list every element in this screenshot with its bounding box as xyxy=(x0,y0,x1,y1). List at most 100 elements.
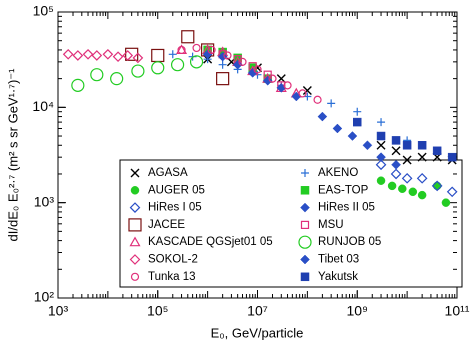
marker-diamond xyxy=(347,131,358,141)
marker-x xyxy=(130,168,140,178)
marker-circle xyxy=(417,190,427,200)
marker-circle xyxy=(170,58,185,72)
marker-x xyxy=(376,140,386,150)
legend-label: Tunka 13 xyxy=(148,271,196,283)
marker-circle xyxy=(131,64,145,78)
marker-diamond xyxy=(122,50,134,61)
marker-diamond xyxy=(82,48,94,60)
marker-circle xyxy=(432,181,442,191)
marker-circle xyxy=(71,78,85,92)
marker-square xyxy=(181,30,195,44)
marker-diamond xyxy=(391,159,401,170)
legend-label: SOKOL-2 xyxy=(148,254,198,266)
marker-triangle xyxy=(129,236,141,247)
marker-x xyxy=(391,146,401,156)
marker-circle xyxy=(376,176,386,185)
marker-square xyxy=(151,48,165,63)
legend-label: JACEE xyxy=(148,219,185,231)
marker-circle xyxy=(298,89,307,98)
marker-square xyxy=(432,146,442,156)
marker-circle xyxy=(441,198,451,207)
marker-square xyxy=(391,136,401,145)
x-axis-label: E₀, GeV/particle xyxy=(211,325,304,340)
marker-diamond xyxy=(247,67,258,78)
marker-square xyxy=(402,141,412,150)
marker-diamond xyxy=(446,186,458,198)
marker-circle xyxy=(253,65,262,74)
legend-label: AKENO xyxy=(318,167,358,179)
marker-circle xyxy=(130,186,140,195)
marker-diamond xyxy=(129,202,141,213)
legend-label: HiRes II 05 xyxy=(318,202,375,214)
marker-square xyxy=(447,152,457,162)
marker-square xyxy=(300,272,310,282)
legend-label: KASCADE QGSjet01 05 xyxy=(148,236,273,248)
y-tick-label: 10² xyxy=(34,289,55,305)
marker-circle xyxy=(130,272,140,281)
marker-diamond xyxy=(401,172,413,184)
marker-diamond xyxy=(362,140,373,151)
marker-diamond xyxy=(390,168,402,180)
marker-circle xyxy=(207,45,216,55)
marker-plus xyxy=(301,169,309,177)
marker-circle xyxy=(408,187,418,197)
y-tick-label: 10⁵ xyxy=(33,3,54,19)
marker-plus xyxy=(327,99,336,108)
marker-square xyxy=(300,220,310,229)
marker-diamond xyxy=(72,50,84,61)
x-tick-label: 10⁷ xyxy=(247,303,268,319)
legend-label: AGASA xyxy=(148,167,188,179)
marker-diamond xyxy=(62,48,74,60)
legend-label: HiRes I 05 xyxy=(148,202,202,214)
marker-diamond xyxy=(375,159,387,171)
marker-circle xyxy=(177,45,186,55)
marker-square xyxy=(353,117,362,127)
marker-square xyxy=(216,72,230,86)
legend-label: MSU xyxy=(318,219,344,231)
y-tick-label: 10³ xyxy=(34,193,55,209)
marker-circle xyxy=(192,43,201,53)
marker-diamond xyxy=(332,123,343,134)
marker-circle xyxy=(387,181,397,191)
marker-circle xyxy=(110,72,124,86)
x-tick-label: 10⁵ xyxy=(147,303,168,319)
x-tick-label: 10⁹ xyxy=(346,303,368,319)
y-tick-label: 10⁴ xyxy=(32,98,54,114)
marker-circle xyxy=(313,95,322,104)
marker-x xyxy=(402,155,412,165)
marker-diamond xyxy=(217,51,228,62)
marker-diamond xyxy=(300,202,310,213)
marker-square xyxy=(300,186,310,195)
marker-diamond xyxy=(232,59,243,70)
marker-diamond xyxy=(300,254,310,265)
marker-square xyxy=(128,218,142,232)
marker-diamond xyxy=(376,152,386,163)
marker-diamond xyxy=(416,172,428,184)
marker-circle xyxy=(398,184,407,193)
marker-circle xyxy=(298,235,312,249)
x-tick-label: 10¹¹ xyxy=(445,303,470,319)
marker-plus xyxy=(353,107,362,116)
marker-plus xyxy=(218,60,227,69)
y-axis-label: dI/dE₀ E₀²·⁷ (m² s sr GeV¹·⁷)⁻¹ xyxy=(5,68,20,242)
marker-circle xyxy=(268,74,277,83)
legend-label: RUNJOB 05 xyxy=(318,236,381,248)
marker-diamond xyxy=(91,50,103,61)
marker-diamond xyxy=(317,111,328,122)
marker-x xyxy=(417,152,427,162)
marker-diamond xyxy=(112,51,124,63)
marker-square xyxy=(376,131,386,141)
marker-plus xyxy=(377,118,386,127)
marker-circle xyxy=(238,57,247,66)
marker-diamond xyxy=(102,48,114,60)
legend-label: AUGER 05 xyxy=(148,184,205,196)
marker-circle xyxy=(151,61,165,75)
marker-circle xyxy=(90,68,104,82)
marker-diamond xyxy=(431,180,443,192)
marker-diamond xyxy=(262,75,273,86)
legend-label: Yakutsk xyxy=(318,271,358,283)
marker-x xyxy=(302,86,312,96)
marker-plus xyxy=(168,50,177,59)
marker-square xyxy=(417,141,427,150)
